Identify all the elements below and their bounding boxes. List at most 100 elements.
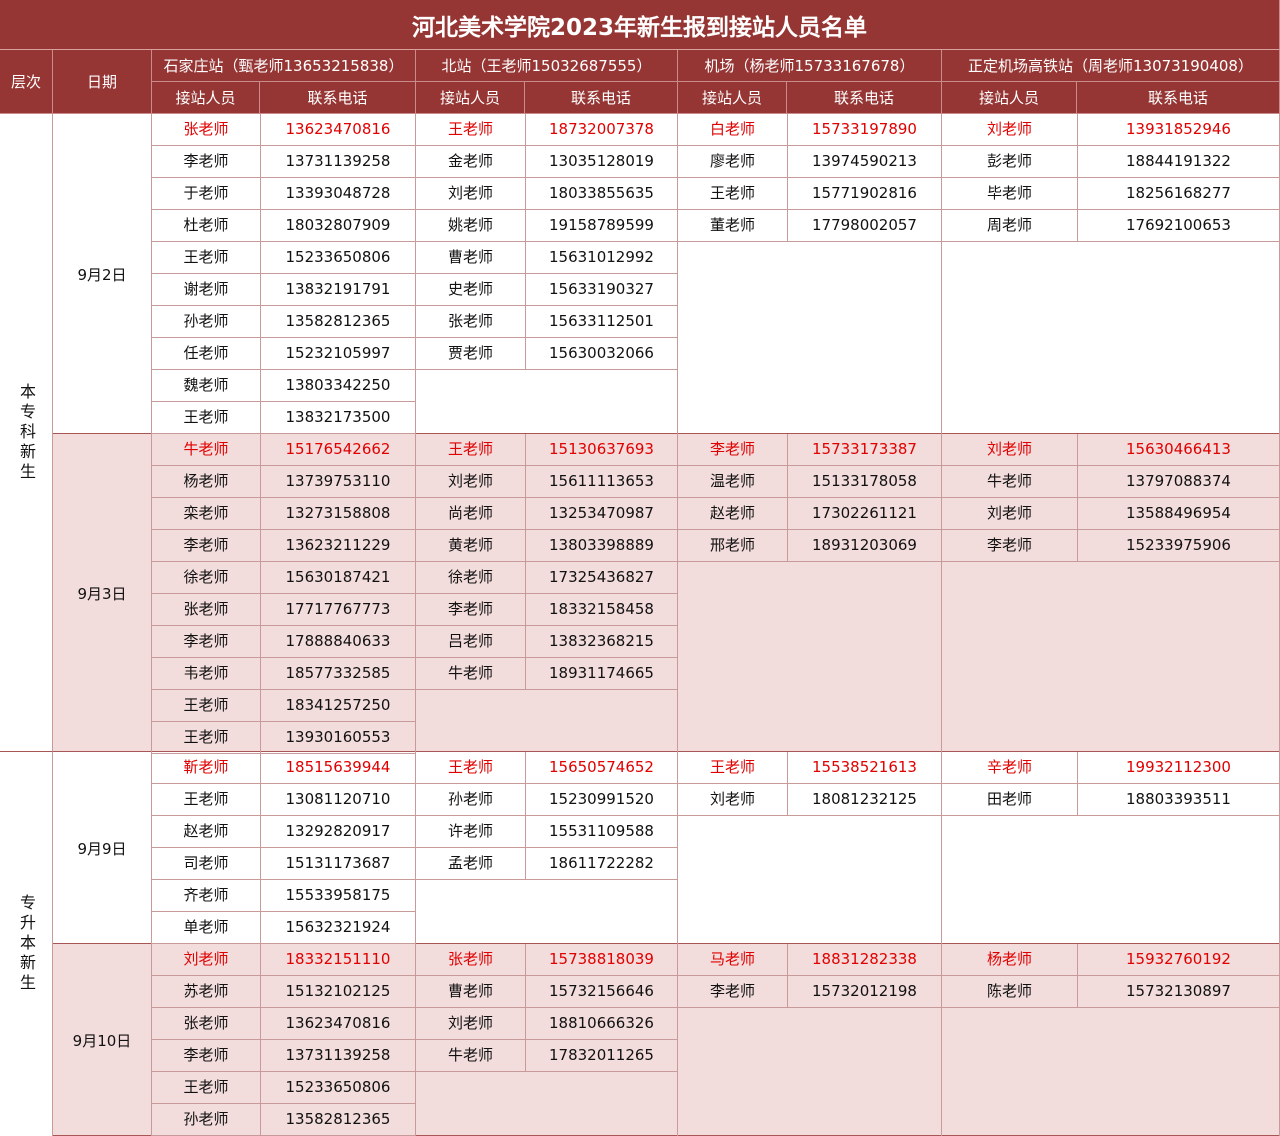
table-row: 牛老师 15176542662	[152, 434, 416, 466]
phone-number: 15738818039	[549, 950, 654, 968]
table-row: 陈老师 15732130897	[942, 976, 1280, 1008]
staff-name: 徐老师	[152, 562, 261, 593]
phone-number: 13739753110	[285, 472, 391, 490]
staff-name: 毕老师	[942, 178, 1078, 209]
phone-number: 13832191791	[285, 280, 391, 298]
phone-number: 17302261121	[812, 504, 917, 522]
table-row: 孙老师 13582812365	[152, 306, 416, 338]
staff-name: 司老师	[152, 848, 261, 879]
table-row: 王老师 15650574652	[416, 752, 678, 784]
date-block	[53, 752, 1280, 944]
staff-name: 张老师	[152, 114, 261, 145]
table-row: 靳老师 18515639944	[152, 752, 416, 784]
table-row: 单老师 15632321924	[152, 912, 416, 944]
phone-number: 17717767773	[285, 600, 391, 618]
staff-name: 王老师	[416, 434, 526, 465]
staff-name: 杨老师	[942, 944, 1078, 975]
staff-name: 辛老师	[942, 752, 1078, 783]
table-row: 赵老师 13292820917	[152, 816, 416, 848]
staff-name: 徐老师	[416, 562, 526, 593]
phone-number: 15932760192	[1126, 950, 1231, 968]
staff-name: 牛老师	[152, 434, 261, 465]
table-row: 王老师 13930160553	[152, 722, 416, 754]
phone-number: 18515639944	[285, 758, 391, 776]
staff-name: 刘老师	[416, 1008, 526, 1039]
phone-number: 18611722282	[549, 854, 654, 872]
date-label: 9月9日	[53, 752, 152, 944]
station-header-shijiazhuang: 石家庄站（甄老师13653215838）	[152, 50, 416, 82]
table-row: 刘老师 18810666326	[416, 1008, 678, 1040]
phone-number: 15733197890	[812, 120, 917, 138]
table-row: 徐老师 15630187421	[152, 562, 416, 594]
phone-column-header: 联系电话	[525, 82, 678, 114]
staff-name: 苏老师	[152, 976, 261, 1007]
table-row: 赵老师 17302261121	[678, 498, 942, 530]
staff-name: 孙老师	[152, 306, 261, 337]
phone-number: 13832173500	[285, 408, 391, 426]
staff-name: 陈老师	[942, 976, 1078, 1007]
phone-number: 18803393511	[1126, 790, 1231, 808]
column-divider	[677, 114, 678, 434]
phone-number: 13731139258	[285, 152, 391, 170]
staff-name: 孙老师	[416, 784, 526, 815]
staff-name: 刘老师	[942, 114, 1078, 145]
table-row: 王老师 13832173500	[152, 402, 416, 434]
column-divider	[677, 752, 678, 944]
phone-number: 13731139258	[285, 1046, 391, 1064]
phone-number: 15176542662	[285, 440, 391, 458]
table-row: 韦老师 18577332585	[152, 658, 416, 690]
table-row: 司老师 15131173687	[152, 848, 416, 880]
table-row: 王老师 13081120710	[152, 784, 416, 816]
table-row: 彭老师 18844191322	[942, 146, 1280, 178]
staff-name: 栾老师	[152, 498, 261, 529]
staff-name: 李老师	[678, 976, 788, 1007]
staff-name: 杜老师	[152, 210, 261, 241]
phone-number: 13582812365	[285, 1110, 391, 1128]
date-label: 9月2日	[53, 114, 152, 434]
staff-name: 孟老师	[416, 848, 526, 879]
table-row: 黄老师 13803398889	[416, 530, 678, 562]
table-row: 金老师 13035128019	[416, 146, 678, 178]
table-row: 李老师 13731139258	[152, 1040, 416, 1072]
staff-name: 贾老师	[416, 338, 526, 369]
phone-number: 18577332585	[285, 664, 391, 682]
staff-name: 王老师	[678, 752, 788, 783]
phone-number: 15630032066	[549, 344, 654, 362]
staff-column-header: 接站人员	[416, 82, 525, 114]
phone-number: 17888840633	[285, 632, 391, 650]
phone-number: 18033855635	[549, 184, 654, 202]
table-row: 张老师 15738818039	[416, 944, 678, 976]
phone-number: 13797088374	[1126, 472, 1231, 490]
table-row: 张老师 15633112501	[416, 306, 678, 338]
phone-number: 15130637693	[549, 440, 654, 458]
phone-number: 13273158808	[285, 504, 391, 522]
phone-number: 13081120710	[285, 790, 391, 808]
table-row: 谢老师 13832191791	[152, 274, 416, 306]
staff-name: 李老师	[152, 626, 261, 657]
staff-name: 白老师	[678, 114, 788, 145]
phone-number: 15533958175	[285, 886, 391, 904]
column-divider	[677, 944, 678, 1136]
staff-name: 王老师	[152, 402, 261, 433]
staff-name: 齐老师	[152, 880, 261, 911]
phone-column-header: 联系电话	[1077, 82, 1280, 114]
phone-number: 13623470816	[285, 1014, 391, 1032]
station-header-zhengding: 正定机场高铁站（周老师13073190408）	[942, 50, 1280, 82]
table-row: 刘老师 15611113653	[416, 466, 678, 498]
staff-name: 金老师	[416, 146, 526, 177]
date-label: 9月10日	[53, 944, 152, 1136]
phone-number: 15632321924	[285, 918, 391, 936]
staff-name: 刘老师	[942, 434, 1078, 465]
phone-number: 13930160553	[285, 728, 391, 746]
table-row: 牛老师 13797088374	[942, 466, 1280, 498]
staff-name: 王老师	[152, 784, 261, 815]
staff-name: 刘老师	[152, 944, 261, 975]
table-row: 刘老师 13931852946	[942, 114, 1280, 146]
table-row: 王老师 15233650806	[152, 1072, 416, 1104]
phone-number: 13974590213	[812, 152, 917, 170]
table-row: 杜老师 18032807909	[152, 210, 416, 242]
table-row: 李老师 15732012198	[678, 976, 942, 1008]
phone-number: 15131173687	[285, 854, 391, 872]
phone-number: 18931174665	[549, 664, 654, 682]
phone-number: 19932112300	[1126, 758, 1231, 776]
